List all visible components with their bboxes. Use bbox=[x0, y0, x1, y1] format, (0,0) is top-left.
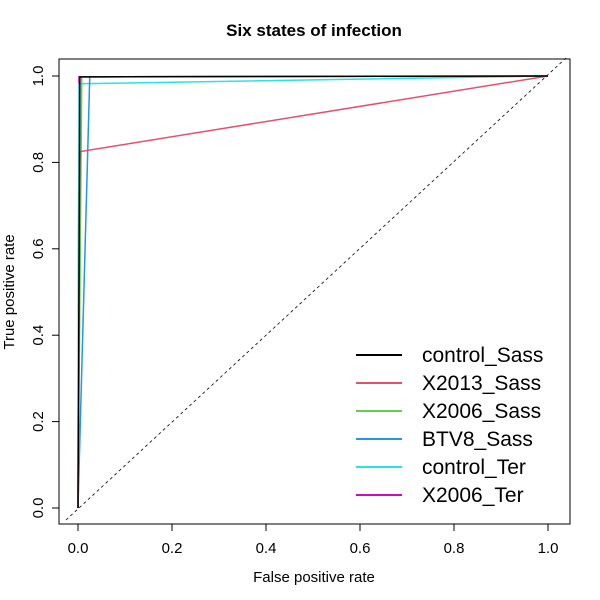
y-tick-label: 0.2 bbox=[30, 411, 47, 432]
legend-label: X2006_Ter bbox=[422, 484, 524, 507]
x-tick-label: 0.6 bbox=[350, 540, 371, 557]
chart-title: Six states of infection bbox=[226, 21, 402, 40]
x-tick-label: 0.0 bbox=[68, 540, 89, 557]
legend-label: X2013_Sass bbox=[422, 372, 541, 395]
x-tick-label: 0.8 bbox=[444, 540, 465, 557]
legend-label: control_Ter bbox=[422, 456, 526, 479]
y-axis-label: True positive rate bbox=[1, 234, 18, 349]
legend-label: control_Sass bbox=[422, 344, 543, 367]
y-tick-label: 0.8 bbox=[30, 152, 47, 173]
y-tick-label: 0.4 bbox=[30, 325, 47, 346]
y-tick-label: 0.0 bbox=[30, 498, 47, 519]
legend: control_Sass X2013_Sass X2006_Sass BTV8_Sas… bbox=[356, 344, 543, 507]
x-tick-label: 0.4 bbox=[256, 540, 277, 557]
legend-label: X2006_Sass bbox=[422, 400, 541, 423]
legend-label: BTV8_Sass bbox=[422, 428, 533, 451]
x-tick-label: 0.2 bbox=[162, 540, 183, 557]
x-axis-label: False positive rate bbox=[253, 569, 375, 586]
x-tick-label: 1.0 bbox=[538, 540, 559, 557]
y-tick-label: 1.0 bbox=[30, 66, 47, 87]
y-tick-label: 0.6 bbox=[30, 238, 47, 259]
plot-frame bbox=[58, 58, 571, 525]
series-line-control-sass bbox=[77, 75, 549, 509]
